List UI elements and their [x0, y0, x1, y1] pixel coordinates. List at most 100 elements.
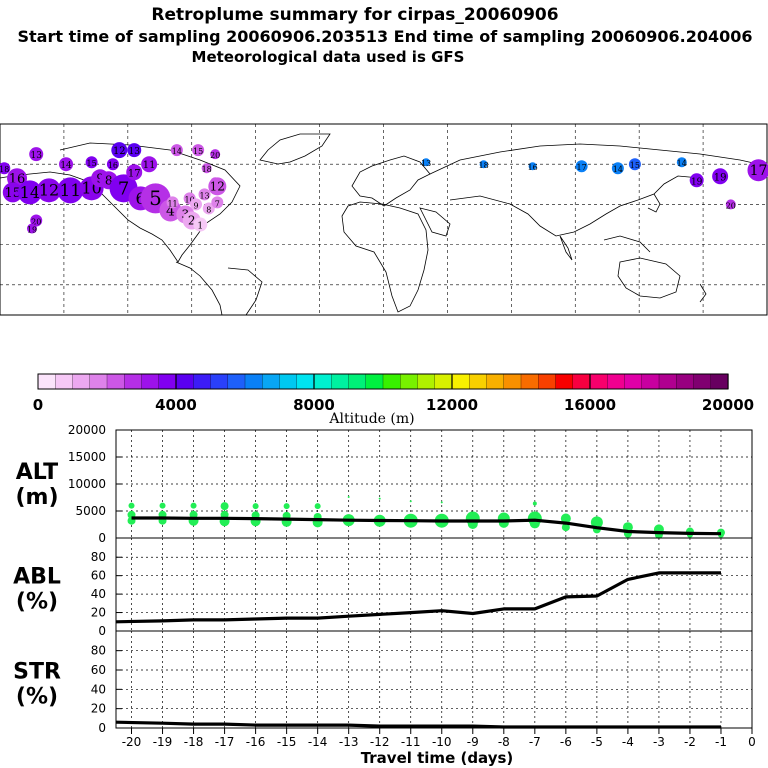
x-tick-label: -12: [370, 735, 390, 749]
colorbar-cell: [572, 373, 591, 390]
colorbar-cell: [348, 373, 367, 390]
plume-marker: [689, 173, 704, 188]
plume-marker-label: 20: [210, 151, 220, 160]
plume-marker-label: 13: [199, 191, 209, 200]
plume-marker-label: 2: [188, 214, 196, 228]
figure-title: Retroplume summary for cirpas_20060906: [151, 5, 558, 25]
plume-marker: [111, 142, 128, 159]
figure-subtitle: Start time of sampling 20060906.203513 E…: [17, 27, 752, 46]
colorbar-cell: [658, 373, 677, 390]
plume-marker-label: 18: [202, 165, 212, 174]
altitude-point: [378, 497, 381, 500]
colorbar-cell: [331, 373, 350, 390]
y-tick-label: 15000: [68, 450, 106, 464]
colorbar-cell: [434, 373, 453, 390]
colorbar-cell: [365, 373, 384, 390]
colorbar-frame: [37, 373, 729, 390]
colorbar-cell: [193, 373, 212, 390]
x-tick-label: -6: [560, 735, 572, 749]
colorbar-cell: [451, 373, 470, 390]
altitude-point: [220, 502, 229, 511]
plume-marker-label: 14: [60, 161, 72, 171]
plume-marker: [141, 156, 158, 173]
x-axis-label: Travel time (days): [361, 749, 514, 767]
y-tick-label: 80: [91, 644, 106, 658]
colorbar-cell: [538, 373, 557, 390]
colorbar-tick-label: 20000: [702, 396, 754, 414]
series-line-alt: [131, 516, 722, 536]
colorbar-cell: [382, 373, 401, 390]
colorbar-tick-label: 16000: [564, 396, 616, 414]
altitude-point: [190, 502, 197, 509]
altitude-point: [409, 500, 412, 503]
plume-marker: [422, 158, 431, 167]
plume-marker-label: 16: [108, 161, 118, 170]
colorbar-cell: [175, 373, 194, 390]
plume-marker: [201, 163, 212, 174]
colorbar-tick-label: 12000: [426, 396, 478, 414]
plume-marker: [127, 143, 142, 158]
plume-marker: [725, 199, 736, 210]
panel-frame: [115, 630, 753, 729]
x-tick-label: -15: [277, 735, 297, 749]
plume-marker-label: 7: [215, 199, 220, 208]
plume-marker-label: 17: [577, 163, 587, 172]
y-tick-label: 60: [91, 663, 106, 677]
altitude-point: [561, 523, 570, 532]
colorbar-cell: [227, 373, 246, 390]
colorbar-cell: [279, 373, 298, 390]
colorbar-cell: [400, 373, 419, 390]
plume-marker-label: 14: [613, 165, 623, 174]
plume-marker-label: 7: [118, 179, 129, 200]
plume-marker: [528, 162, 537, 171]
plume-marker-label: 17: [128, 168, 141, 179]
plume-marker: [166, 196, 179, 209]
colorbar-cell: [296, 373, 315, 390]
y-tick-label: 60: [91, 569, 106, 583]
plume-marker-label: 10: [185, 195, 195, 204]
plume-marker: [17, 180, 42, 205]
colorbar-cell: [262, 373, 281, 390]
plume-marker-label: 15: [87, 159, 97, 168]
series-line-abl: [115, 571, 721, 624]
plume-marker-label: 19: [691, 177, 703, 187]
plume-marker-label: 11: [143, 160, 156, 171]
plume-marker-label: 20: [31, 218, 41, 227]
x-tick-label: -3: [653, 735, 665, 749]
x-tick-label: -16: [246, 735, 266, 749]
altitude-point: [347, 495, 350, 498]
x-tick-label: -4: [622, 735, 634, 749]
plume-marker-label: 20: [726, 201, 736, 210]
x-tick-label: -5: [591, 735, 603, 749]
panel-unit-label: (%): [16, 590, 58, 615]
plume-marker: [202, 202, 215, 215]
plume-marker: [57, 177, 84, 204]
altitude-point: [590, 516, 603, 529]
x-tick-label: -1: [715, 735, 727, 749]
y-tick-label: 0: [98, 624, 106, 638]
plume-marker-label: 18: [0, 165, 9, 174]
plume-marker-label: 19: [27, 226, 37, 235]
colorbar-cell: [520, 373, 539, 390]
plume-marker-label: 12: [39, 181, 59, 200]
colorbar-tick-label: 4000: [155, 396, 197, 414]
x-tick-label: -17: [215, 735, 235, 749]
plume-marker-label: 12: [113, 146, 126, 157]
plume-marker: [208, 177, 227, 196]
altitude-point: [560, 513, 571, 524]
colorbar-cell: [486, 373, 505, 390]
panel-label: ALT: [16, 460, 58, 485]
altitude-point: [532, 501, 537, 506]
colorbar-cell: [141, 373, 160, 390]
colorbar-cell: [607, 373, 626, 390]
altitude-colorbar: 0 4000 8000 12000 16000 20000 Altitude (m): [33, 373, 754, 427]
plume-marker: [628, 158, 641, 171]
panel-label: STR: [13, 660, 61, 685]
x-tick-label: -19: [153, 735, 173, 749]
panel-unit-label: (%): [16, 685, 58, 710]
map-coastlines: [0, 133, 768, 316]
colorbar-cell: [210, 373, 229, 390]
x-tick-label: -11: [401, 735, 421, 749]
panel-alt: 20000 15000 10000 5000 0 ALT(m): [15, 423, 753, 545]
plume-marker: [676, 157, 687, 168]
